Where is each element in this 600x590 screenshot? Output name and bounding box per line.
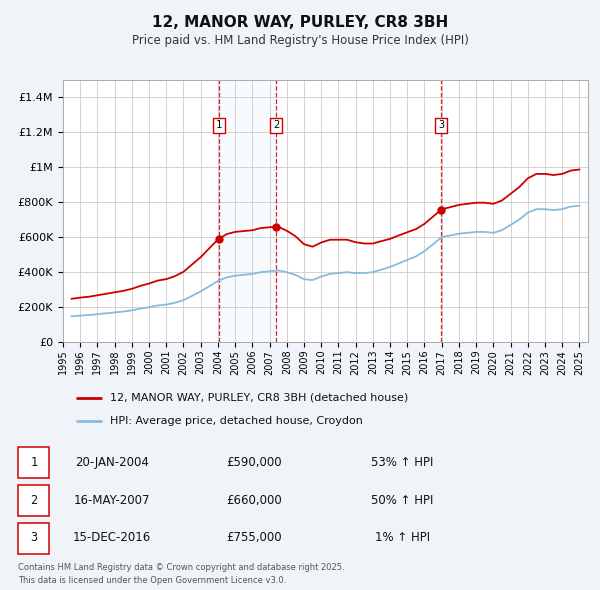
Text: 12, MANOR WAY, PURLEY, CR8 3BH (detached house): 12, MANOR WAY, PURLEY, CR8 3BH (detached… [110, 392, 409, 402]
Text: £590,000: £590,000 [227, 455, 282, 468]
Text: HPI: Average price, detached house, Croydon: HPI: Average price, detached house, Croy… [110, 416, 363, 426]
Text: 1: 1 [215, 120, 222, 130]
FancyBboxPatch shape [18, 485, 49, 516]
Text: £755,000: £755,000 [227, 532, 282, 545]
Text: 53% ↑ HPI: 53% ↑ HPI [371, 455, 434, 468]
Bar [219, 80, 276, 342]
Text: 3: 3 [30, 532, 37, 545]
Text: 12, MANOR WAY, PURLEY, CR8 3BH: 12, MANOR WAY, PURLEY, CR8 3BH [152, 15, 448, 30]
Text: 1: 1 [30, 455, 37, 468]
Text: This data is licensed under the Open Government Licence v3.0.: This data is licensed under the Open Gov… [18, 576, 286, 585]
Text: 15-DEC-2016: 15-DEC-2016 [73, 532, 151, 545]
Text: £660,000: £660,000 [227, 493, 282, 507]
FancyBboxPatch shape [18, 523, 49, 554]
FancyBboxPatch shape [18, 447, 49, 478]
Text: 20-JAN-2004: 20-JAN-2004 [75, 455, 149, 468]
Text: 50% ↑ HPI: 50% ↑ HPI [371, 493, 434, 507]
Text: Price paid vs. HM Land Registry's House Price Index (HPI): Price paid vs. HM Land Registry's House … [131, 34, 469, 47]
Text: 2: 2 [30, 493, 37, 507]
Text: 16-MAY-2007: 16-MAY-2007 [74, 493, 150, 507]
Text: Contains HM Land Registry data © Crown copyright and database right 2025.: Contains HM Land Registry data © Crown c… [18, 563, 344, 572]
Text: 3: 3 [438, 120, 444, 130]
Text: 1% ↑ HPI: 1% ↑ HPI [375, 532, 430, 545]
Text: 2: 2 [273, 120, 279, 130]
